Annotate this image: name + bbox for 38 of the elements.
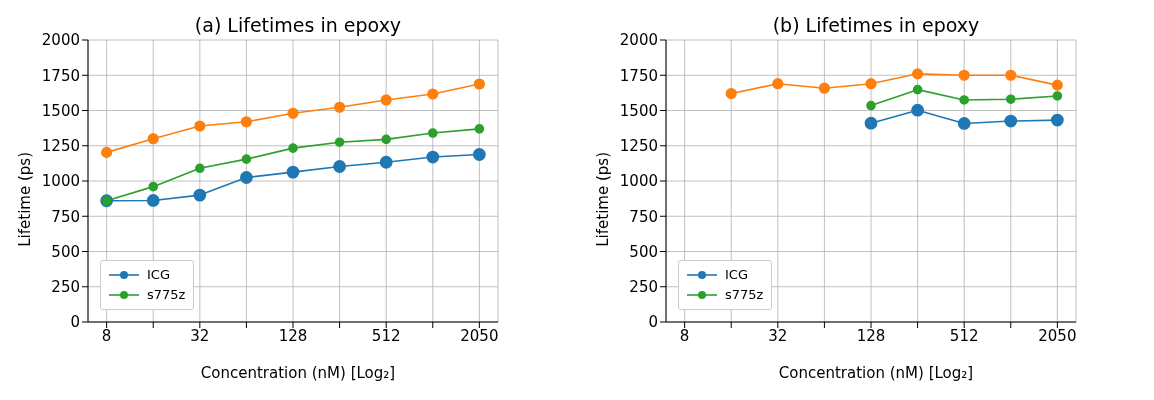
- x-tick-label: 2050: [460, 326, 499, 345]
- y-tick-label: 2000: [619, 31, 658, 50]
- y-tick-label: 250: [629, 278, 658, 297]
- x-tick-label: 32: [768, 326, 788, 345]
- y-tick-label: 1500: [41, 101, 80, 120]
- x-tick-label: 32: [190, 326, 210, 345]
- chart-title: (a) Lifetimes in epoxy: [193, 14, 403, 36]
- y-tick-label: 1500: [619, 101, 658, 120]
- y-tick-label: 1000: [41, 172, 80, 191]
- y-tick-label: 750: [51, 207, 80, 226]
- x-tick-label: 2050: [1038, 326, 1077, 345]
- y-tick-label: 750: [629, 207, 658, 226]
- x-tick-label: 128: [278, 326, 308, 345]
- chart-title: (b) Lifetimes in epoxy: [771, 14, 981, 36]
- y-tick-label: 1750: [41, 66, 80, 85]
- x-axis-title: Concentration (nM) [Log₂]: [777, 364, 975, 382]
- x-tick-label: 512: [949, 326, 979, 345]
- x-axis-title: Concentration (nM) [Log₂]: [199, 364, 397, 382]
- y-tick-label: 500: [629, 242, 658, 261]
- legend-label: s775z: [147, 286, 186, 304]
- y-tick-label: 0: [648, 313, 658, 332]
- y-axis-title: Lifetime (ps): [16, 151, 34, 247]
- legend-label: s775z: [725, 286, 764, 304]
- x-tick-label: 128: [856, 326, 886, 345]
- x-tick-label: 8: [679, 326, 690, 345]
- legend-label: ICG: [147, 266, 170, 284]
- y-tick-label: 0: [70, 313, 80, 332]
- x-tick-label: 8: [101, 326, 112, 345]
- y-axis-title: Lifetime (ps): [594, 151, 612, 247]
- y-tick-label: 1750: [619, 66, 658, 85]
- y-tick-label: 250: [51, 278, 80, 297]
- legend-label: ICG: [725, 266, 748, 284]
- y-tick-label: 1250: [619, 137, 658, 156]
- x-tick-label: 512: [371, 326, 401, 345]
- y-tick-label: 1000: [619, 172, 658, 191]
- y-tick-label: 2000: [41, 31, 80, 50]
- y-tick-label: 1250: [41, 137, 80, 156]
- y-tick-label: 500: [51, 242, 80, 261]
